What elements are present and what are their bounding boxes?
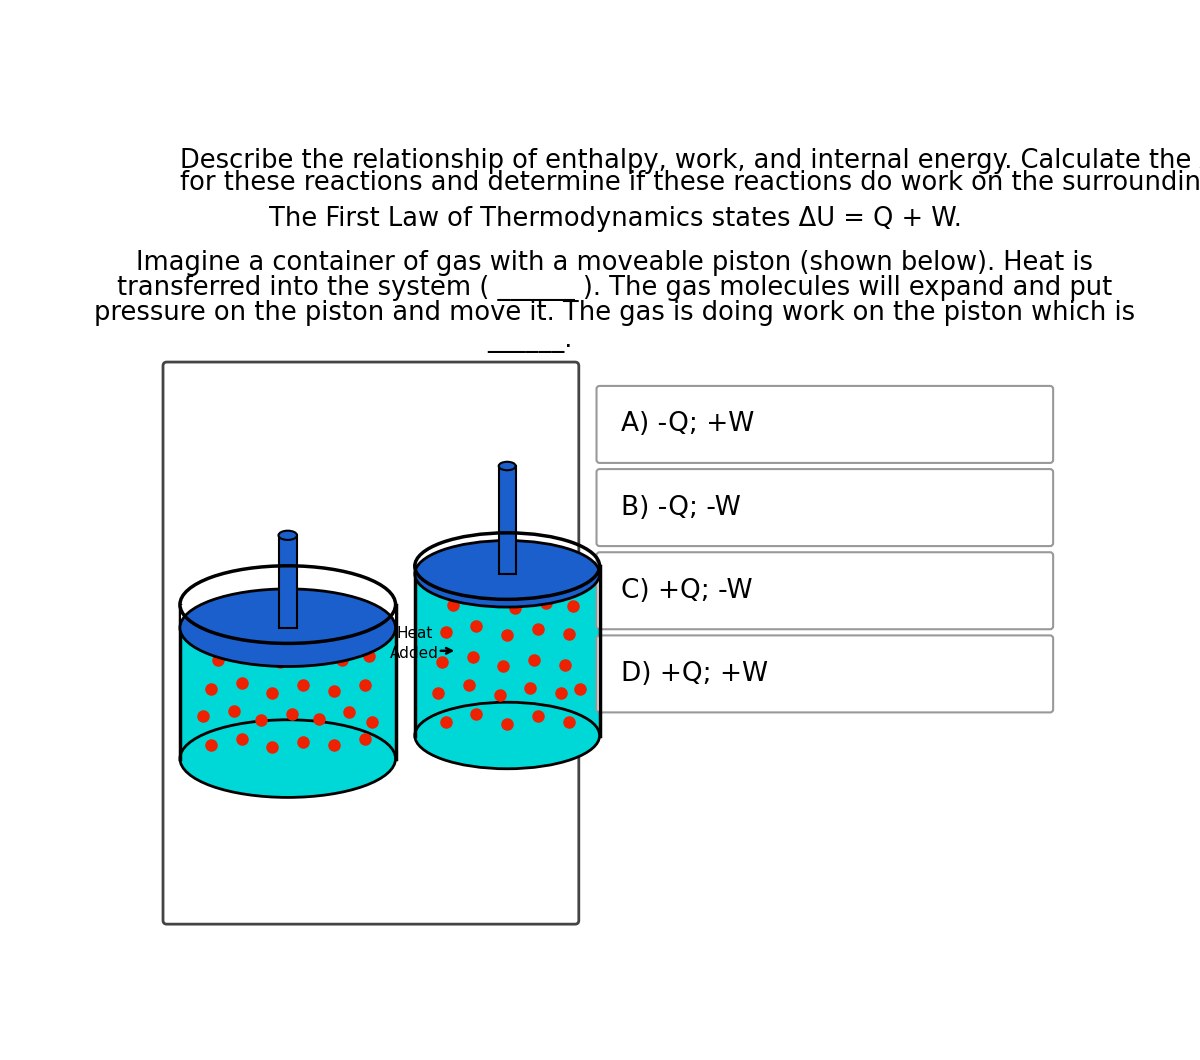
Polygon shape <box>415 566 599 573</box>
Text: Imagine a container of gas with a moveable piston (shown below). Heat is: Imagine a container of gas with a moveab… <box>137 250 1093 277</box>
FancyBboxPatch shape <box>596 552 1054 630</box>
Text: for these reactions and determine if these reactions do work on the surroundings: for these reactions and determine if the… <box>180 170 1200 195</box>
Polygon shape <box>499 466 516 573</box>
Text: A) -Q; +W: A) -Q; +W <box>622 411 755 438</box>
Text: transferred into the system ( ______ ). The gas molecules will expand and put: transferred into the system ( ______ ). … <box>118 275 1112 301</box>
Polygon shape <box>180 628 396 759</box>
FancyBboxPatch shape <box>596 635 1054 712</box>
Polygon shape <box>415 573 600 736</box>
FancyBboxPatch shape <box>596 386 1054 463</box>
Ellipse shape <box>278 531 296 540</box>
Text: The First Law of Thermodynamics states ΔU = Q + W.: The First Law of Thermodynamics states Δ… <box>269 206 961 232</box>
Text: Describe the relationship of enthalpy, work, and internal energy. Calculate the : Describe the relationship of enthalpy, w… <box>180 148 1200 174</box>
Text: B) -Q; -W: B) -Q; -W <box>622 495 742 520</box>
Text: ______.: ______. <box>487 328 572 353</box>
Ellipse shape <box>180 589 396 667</box>
Ellipse shape <box>180 720 396 797</box>
Text: C) +Q; -W: C) +Q; -W <box>622 578 752 604</box>
Polygon shape <box>278 535 296 628</box>
Text: pressure on the piston and move it. The gas is doing work on the piston which is: pressure on the piston and move it. The … <box>95 300 1135 325</box>
Ellipse shape <box>499 462 516 471</box>
Text: Heat
Added: Heat Added <box>390 625 439 660</box>
Polygon shape <box>181 604 395 626</box>
FancyBboxPatch shape <box>163 363 578 924</box>
Ellipse shape <box>415 541 600 607</box>
Ellipse shape <box>415 702 600 768</box>
Text: D) +Q; +W: D) +Q; +W <box>622 660 768 687</box>
FancyBboxPatch shape <box>596 470 1054 546</box>
